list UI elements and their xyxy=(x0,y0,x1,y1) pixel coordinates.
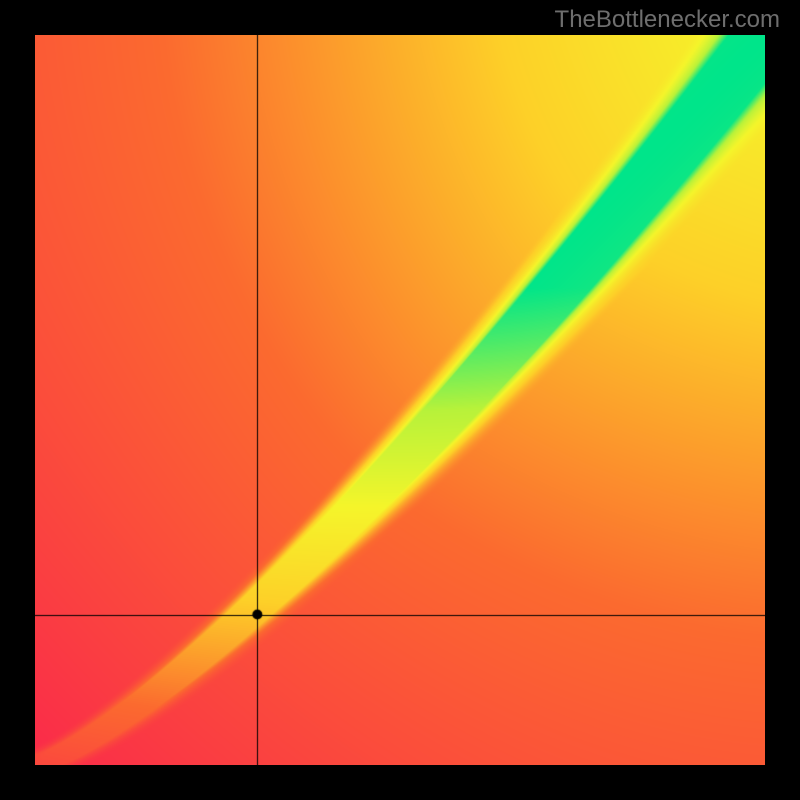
bottleneck-heatmap xyxy=(35,35,765,765)
chart-frame: TheBottlenecker.com xyxy=(0,0,800,800)
watermark-text: TheBottlenecker.com xyxy=(555,6,780,34)
